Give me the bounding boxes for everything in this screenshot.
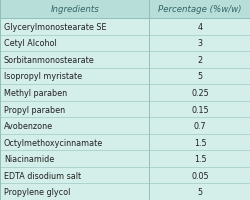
Text: Propylene glycol: Propylene glycol bbox=[4, 187, 70, 196]
Text: 4: 4 bbox=[197, 23, 202, 32]
Bar bbox=[0, 85, 250, 101]
Bar bbox=[0, 68, 250, 85]
Text: 5: 5 bbox=[197, 72, 202, 81]
Bar bbox=[0, 118, 250, 134]
Text: 0.7: 0.7 bbox=[193, 121, 206, 130]
Text: 5: 5 bbox=[197, 187, 202, 196]
Text: Octylmethoxycinnamate: Octylmethoxycinnamate bbox=[4, 138, 102, 147]
Text: Ingredients: Ingredients bbox=[50, 5, 99, 14]
Text: 0.25: 0.25 bbox=[190, 89, 208, 97]
Text: Cetyl Alcohol: Cetyl Alcohol bbox=[4, 39, 56, 48]
Bar bbox=[0, 52, 250, 68]
Text: Niacinamide: Niacinamide bbox=[4, 154, 54, 163]
Text: 1.5: 1.5 bbox=[193, 154, 206, 163]
Bar bbox=[0, 101, 250, 118]
Text: 1.5: 1.5 bbox=[193, 138, 206, 147]
Text: Avobenzone: Avobenzone bbox=[4, 121, 53, 130]
Bar bbox=[0, 19, 250, 35]
Text: Sorbitanmonostearate: Sorbitanmonostearate bbox=[4, 56, 94, 65]
Bar bbox=[0, 184, 250, 200]
Text: Percentage (%w/w): Percentage (%w/w) bbox=[158, 5, 241, 14]
Text: 2: 2 bbox=[197, 56, 202, 65]
Bar bbox=[0, 35, 250, 52]
Text: EDTA disodium salt: EDTA disodium salt bbox=[4, 171, 80, 180]
Text: 3: 3 bbox=[197, 39, 202, 48]
Text: Methyl paraben: Methyl paraben bbox=[4, 89, 66, 97]
Text: Glycerylmonostearate SE: Glycerylmonostearate SE bbox=[4, 23, 106, 32]
Bar bbox=[0, 167, 250, 184]
Bar bbox=[0, 0, 250, 19]
Bar bbox=[0, 151, 250, 167]
Bar bbox=[0, 134, 250, 151]
Text: Isopropyl myristate: Isopropyl myristate bbox=[4, 72, 82, 81]
Text: 0.05: 0.05 bbox=[190, 171, 208, 180]
Text: 0.15: 0.15 bbox=[190, 105, 208, 114]
Text: Propyl paraben: Propyl paraben bbox=[4, 105, 65, 114]
